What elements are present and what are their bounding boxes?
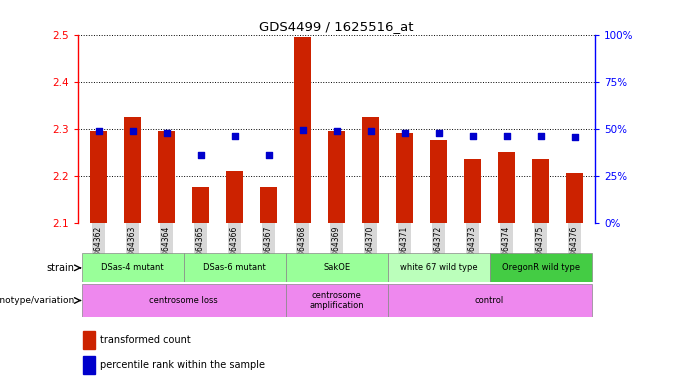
Text: strain: strain: [47, 263, 75, 273]
Text: DSas-6 mutant: DSas-6 mutant: [203, 263, 266, 272]
Bar: [260, 187, 277, 223]
Bar: [90, 131, 107, 223]
Bar: [286, 253, 388, 282]
Bar: [430, 141, 447, 223]
Bar: [388, 253, 490, 282]
Bar: [328, 131, 345, 223]
Point: [365, 128, 376, 134]
Text: transformed count: transformed count: [100, 335, 190, 345]
Text: control: control: [475, 296, 505, 305]
Point: [263, 151, 274, 157]
Bar: [82, 284, 286, 317]
Bar: [566, 173, 583, 223]
Point: [297, 126, 308, 132]
Point: [569, 134, 580, 140]
Bar: [464, 159, 481, 223]
Bar: [388, 284, 592, 317]
Text: DSas-4 mutant: DSas-4 mutant: [101, 263, 164, 272]
Text: white 67 wild type: white 67 wild type: [400, 263, 477, 272]
Point: [127, 128, 138, 134]
Point: [467, 132, 478, 139]
Point: [229, 132, 240, 139]
Bar: [84, 356, 95, 374]
Point: [93, 128, 104, 134]
Text: genotype/variation: genotype/variation: [0, 296, 75, 305]
Point: [399, 130, 410, 136]
Point: [161, 130, 172, 136]
Point: [331, 128, 342, 134]
Bar: [226, 171, 243, 223]
Bar: [362, 117, 379, 223]
Point: [535, 132, 546, 139]
Bar: [158, 131, 175, 223]
Bar: [396, 133, 413, 223]
Point: [195, 151, 206, 157]
Text: OregonR wild type: OregonR wild type: [502, 263, 579, 272]
Bar: [294, 37, 311, 223]
Text: centrosome loss: centrosome loss: [149, 296, 218, 305]
Bar: [532, 159, 549, 223]
Bar: [82, 253, 184, 282]
Bar: [84, 331, 95, 349]
Text: percentile rank within the sample: percentile rank within the sample: [100, 360, 265, 370]
Bar: [192, 187, 209, 223]
Text: centrosome
amplification: centrosome amplification: [309, 291, 364, 310]
Bar: [490, 253, 592, 282]
Bar: [286, 284, 388, 317]
Bar: [124, 117, 141, 223]
Bar: [184, 253, 286, 282]
Point: [433, 130, 444, 136]
Title: GDS4499 / 1625516_at: GDS4499 / 1625516_at: [259, 20, 414, 33]
Point: [501, 132, 512, 139]
Text: SakOE: SakOE: [323, 263, 350, 272]
Bar: [498, 152, 515, 223]
